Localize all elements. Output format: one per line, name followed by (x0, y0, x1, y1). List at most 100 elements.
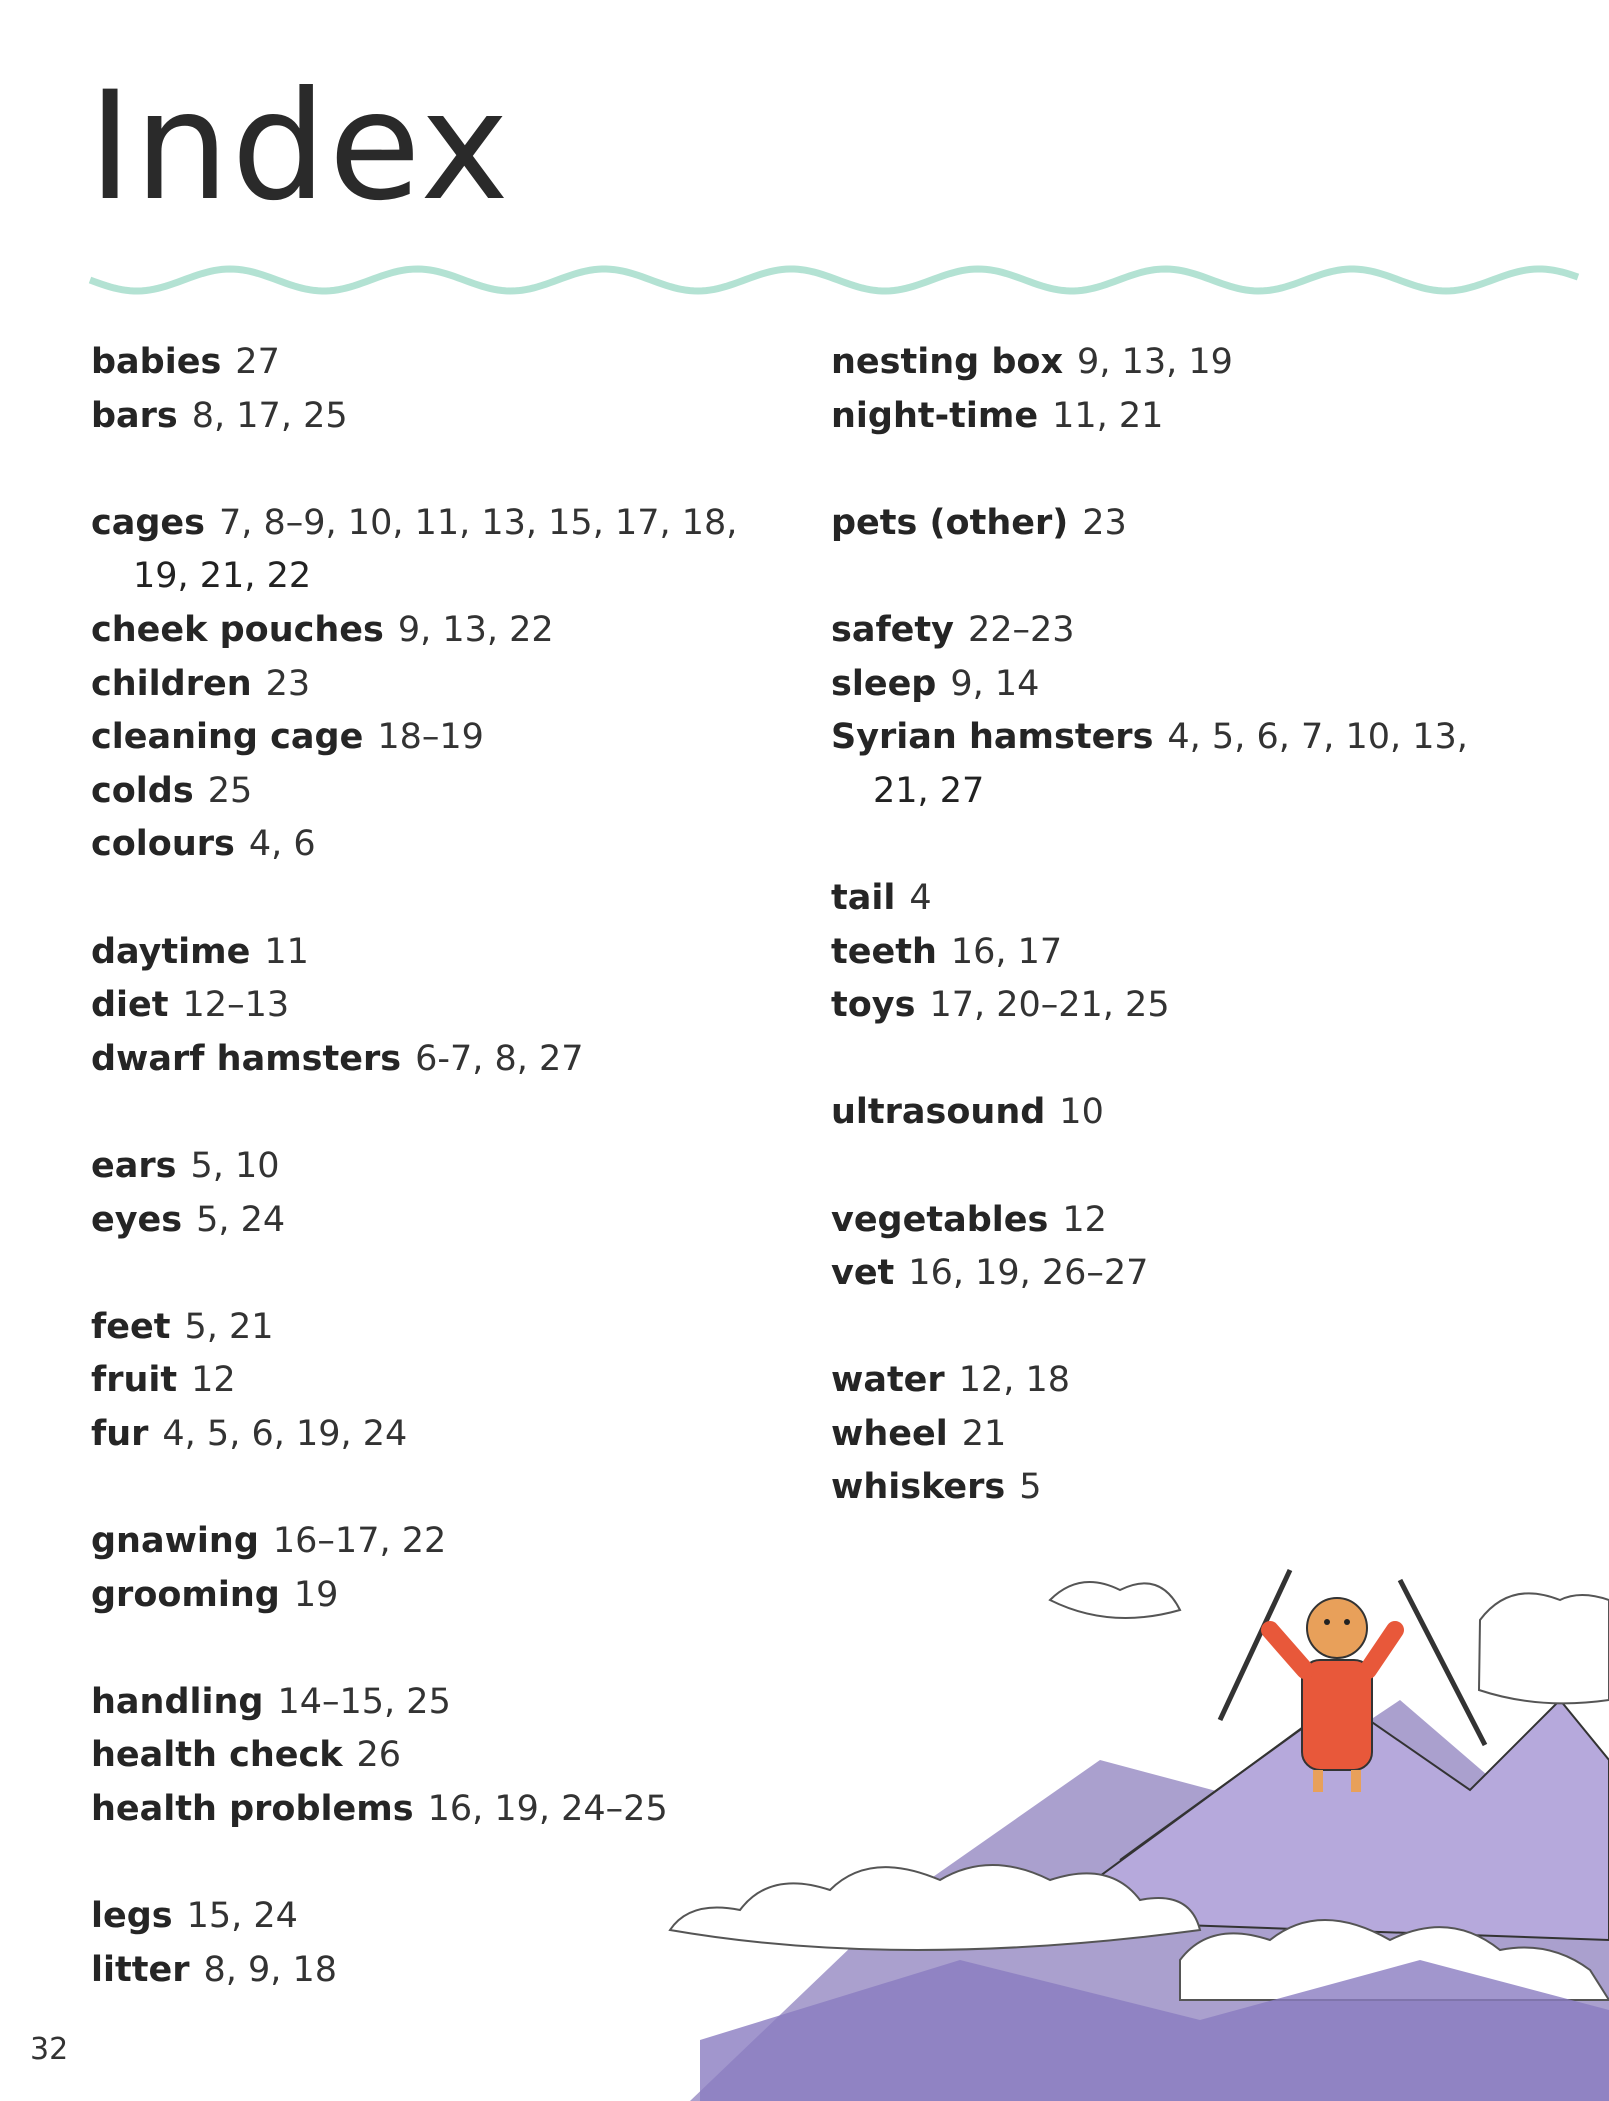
index-entry: diet 12–13 (91, 979, 791, 1033)
entry-term: gnawing (91, 1521, 259, 1562)
index-entry: safety 22–23 (831, 604, 1591, 658)
entry-pages: 12 (191, 1360, 236, 1401)
index-entry: wheel 21 (831, 1408, 1591, 1462)
index-entry: bars 8, 17, 25 (91, 390, 791, 444)
entry-pages: 15, 24 (186, 1896, 298, 1937)
index-entry: fruit 12 (91, 1354, 791, 1408)
index-entry: vegetables 12 (831, 1194, 1591, 1248)
index-entry: nesting box 9, 13, 19 (831, 336, 1591, 390)
index-entry: health problems 16, 19, 24–25 (91, 1783, 791, 1837)
entry-term: ultrasound (831, 1092, 1046, 1133)
entry-term: cleaning cage (91, 717, 364, 758)
entry-term: handling (91, 1681, 264, 1722)
entry-pages: 27 (235, 342, 280, 382)
index-entry: cheek pouches 9, 13, 22 (91, 604, 791, 658)
entry-term: health check (91, 1735, 343, 1776)
wavy-divider (88, 265, 1580, 295)
entry-pages: 25 (207, 770, 253, 811)
index-entry: ears 5, 10 (91, 1140, 791, 1194)
index-entry: water 12, 18 (831, 1354, 1591, 1408)
entry-pages: 18–19 (377, 717, 484, 758)
entry-pages: 11 (264, 931, 309, 972)
index-entry: feet 5, 21 (91, 1301, 791, 1355)
entry-pages: 5, 10 (190, 1145, 280, 1186)
index-entry: toys 17, 20–21, 25 (831, 979, 1591, 1033)
entry-pages: 21, 27 (873, 770, 985, 811)
index-entry: teeth 16, 17 (831, 926, 1591, 980)
entry-pages: 23 (1082, 502, 1127, 543)
entry-term: fruit (91, 1360, 178, 1401)
index-entry: fur 4, 5, 6, 19, 24 (91, 1408, 791, 1462)
index-entry: tail 4 (831, 872, 1591, 926)
index-entry: handling 14–15, 25 (91, 1676, 791, 1730)
entry-term: teeth (831, 931, 937, 972)
entry-term: night-time (831, 395, 1039, 436)
entry-term: cages (91, 502, 205, 543)
entry-pages: 5, 24 (196, 1199, 286, 1240)
index-entry: daytime 11 (91, 926, 791, 980)
entry-pages: 4, 6 (248, 824, 316, 865)
entry-term: nesting box (831, 342, 1064, 382)
entry-term: dwarf hamsters (91, 1038, 402, 1079)
entry-pages: 8, 9, 18 (203, 1949, 338, 1990)
entry-term: children (91, 663, 252, 704)
index-entry: colours 4, 6 (91, 818, 791, 872)
entry-pages: 11, 21 (1052, 395, 1164, 436)
index-entry: health check 26 (91, 1729, 791, 1783)
entry-term: diet (91, 985, 169, 1026)
entry-term: fur (91, 1413, 149, 1454)
entry-term: colds (91, 770, 194, 811)
entry-pages: 14–15, 25 (277, 1681, 451, 1722)
entry-term: Syrian hamsters (831, 717, 1154, 758)
entry-term: safety (831, 609, 954, 650)
entry-term: whiskers (831, 1467, 1006, 1508)
title: Index (88, 60, 511, 234)
entry-pages: 17, 20–21, 25 (929, 985, 1170, 1026)
entry-term: ears (91, 1145, 177, 1186)
entry-pages: 19, 21, 22 (133, 556, 312, 597)
entry-pages: 4, 5, 6, 7, 10, 13, (1167, 717, 1468, 758)
entry-term: daytime (91, 931, 251, 972)
index-entry: 19, 21, 22 (91, 550, 791, 604)
index-entry: eyes 5, 24 (91, 1194, 791, 1248)
entry-term: vet (831, 1253, 895, 1294)
entry-term: cheek pouches (91, 609, 384, 650)
index-entry: children 23 (91, 658, 791, 712)
entry-pages: 16, 19, 26–27 (908, 1253, 1149, 1294)
entry-pages: 12–13 (182, 985, 290, 1026)
entry-term: sleep (831, 663, 937, 704)
index-column: babies 27 bars 8, 17, 25 cages 7, 8–9, 10, 11… (91, 336, 791, 1997)
index-column: nesting box 9, 13, 19 night-time 11, 21 pets… (831, 336, 1591, 1515)
index-entry: gnawing 16–17, 22 (91, 1515, 791, 1569)
entry-term: bars (91, 395, 178, 436)
index-entry: whiskers 5 (831, 1461, 1591, 1515)
index-entry: vet 16, 19, 26–27 (831, 1247, 1591, 1301)
entry-pages: 9, 13, 19 (1077, 342, 1233, 382)
entry-term: wheel (831, 1413, 948, 1454)
index-entry: litter 8, 9, 18 (91, 1944, 791, 1998)
entry-pages: 26 (356, 1735, 402, 1776)
entry-term: legs (91, 1896, 173, 1937)
entry-pages: 12 (1062, 1199, 1107, 1240)
entry-term: toys (831, 985, 916, 1026)
entry-term: water (831, 1360, 945, 1401)
entry-term: grooming (91, 1574, 280, 1615)
entry-pages: 7, 8–9, 10, 11, 13, 15, 17, 18, (219, 502, 738, 543)
index-entry: ultrasound 10 (831, 1086, 1591, 1140)
index-entry: legs 15, 24 (91, 1890, 791, 1944)
entry-pages: 5 (1019, 1467, 1042, 1508)
entry-pages: 9, 14 (950, 663, 1040, 704)
entry-pages: 9, 13, 22 (397, 609, 554, 650)
entry-pages: 8, 17, 25 (191, 395, 348, 436)
entry-pages: 4, 5, 6, 19, 24 (162, 1413, 408, 1454)
index-entry: cleaning cage 18–19 (91, 711, 791, 765)
index-entry: pets (other) 23 (831, 497, 1591, 551)
index-entry: babies 27 (91, 336, 791, 390)
entry-term: babies (91, 342, 222, 382)
entry-pages: 19 (293, 1574, 339, 1615)
entry-pages: 4 (909, 877, 932, 918)
entry-pages: 5, 21 (184, 1306, 274, 1347)
entry-pages: 6-7, 8, 27 (415, 1038, 584, 1079)
